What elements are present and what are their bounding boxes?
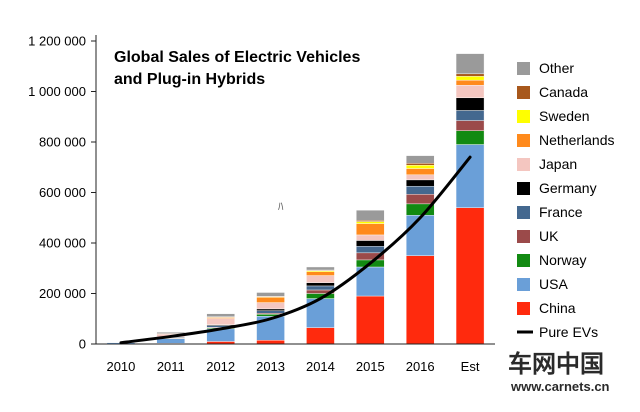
x-tick-label: 2016 <box>406 359 435 374</box>
bar-segment-canada-2016 <box>405 163 435 166</box>
bar-segment-japan-2015 <box>356 234 385 241</box>
legend-label-netherlands: Netherlands <box>539 132 615 148</box>
axes-layer: 0 200 000 400 000 600 000 800 000 1 000 000 1 … <box>28 34 495 374</box>
line-pure-evs <box>119 155 472 345</box>
bar-segment-netherlands-2016 <box>405 168 435 176</box>
legend-label-usa: USA <box>539 276 568 292</box>
watermark: 车网中国 www.carnets.cn <box>500 346 638 398</box>
legend-label-germany: Germany <box>539 180 597 196</box>
x-tick-label: 2014 <box>306 359 335 374</box>
bar-segment-germany-2014 <box>306 282 335 287</box>
bar-segment-netherlands-2014 <box>306 271 335 276</box>
watermark-url: www.carnets.cn <box>510 379 610 394</box>
x-tick-label: 2010 <box>106 359 135 374</box>
bars-layer <box>106 53 485 345</box>
x-tick-label: 2011 <box>157 359 185 374</box>
bar-segment-uk-2016 <box>405 194 435 205</box>
legend-label-china: China <box>539 300 576 316</box>
bar-segment-other-2015 <box>356 209 385 221</box>
legend-swatch-other <box>517 62 530 75</box>
x-tick-label: 2013 <box>256 359 285 374</box>
legend-swatch-germany <box>517 182 530 195</box>
legend-swatch-usa <box>517 278 530 291</box>
legend-label-canada: Canada <box>539 84 588 100</box>
y-tick-label: 1 000 000 <box>28 84 86 99</box>
bar-segment-china-2013 <box>256 340 285 345</box>
bar-segment-other-2011 <box>156 332 186 334</box>
y-tick-label: 600 000 <box>39 185 86 200</box>
bar-segment-sweden-est <box>455 76 485 81</box>
y-tick-label: 200 000 <box>39 286 86 301</box>
bar-segment-france-2013 <box>256 310 285 314</box>
legend-label-japan: Japan <box>539 156 577 172</box>
bar-segment-france-2016 <box>405 185 435 195</box>
legend-swatch-france <box>517 206 530 219</box>
bar-segment-canada-est <box>455 73 485 77</box>
bar-segment-china-2016 <box>405 255 435 345</box>
legend-label-other: Other <box>539 60 574 76</box>
bar-segment-germany-2013 <box>256 308 285 311</box>
bar-segment-other-2012 <box>206 313 235 317</box>
legend-label-norway: Norway <box>539 252 586 268</box>
stray-annotation: ﾊ <box>278 201 284 213</box>
y-tick-label: 400 000 <box>39 236 86 251</box>
legend-label-sweden: Sweden <box>539 108 590 124</box>
bar-segment-other-2016 <box>405 155 435 164</box>
bar-segment-china-2014 <box>306 327 335 345</box>
line-layer <box>119 155 472 345</box>
bar-segment-usa-est <box>455 144 485 208</box>
legend: Other Canada Sweden Netherlands Japan Germany… <box>517 60 615 340</box>
bar-segment-japan-2012 <box>206 318 235 326</box>
legend-label-france: France <box>539 204 583 220</box>
bar-segment-germany-est <box>455 97 485 111</box>
bar-segment-japan-2014 <box>306 275 335 283</box>
x-tick-label: 2012 <box>206 359 235 374</box>
bar-segment-usa-2016 <box>405 215 435 256</box>
bar-segment-netherlands-2013 <box>256 296 285 303</box>
bar-segment-netherlands-2015 <box>356 223 385 236</box>
chart-title-line: Global Sales of Electric Vehicles <box>114 49 360 66</box>
bar-segment-norway-est <box>455 130 485 145</box>
x-tick-label: Est <box>461 359 480 374</box>
bar-segment-china-est <box>455 207 485 345</box>
bar-segment-netherlands-est <box>455 79 485 86</box>
legend-label-pure-evs: Pure EVs <box>539 324 598 340</box>
legend-swatch-japan <box>517 158 530 171</box>
legend-swatch-canada <box>517 86 530 99</box>
bar-segment-usa-2011 <box>156 338 186 344</box>
legend-swatch-norway <box>517 254 530 267</box>
watermark-name: 车网中国 <box>508 350 604 378</box>
bar-segment-japan-2016 <box>405 174 435 181</box>
y-tick-label: 1 200 000 <box>28 34 86 49</box>
bar-segment-france-2014 <box>306 285 335 291</box>
bar-segment-france-2015 <box>356 246 385 254</box>
bar-segment-sweden-2016 <box>405 165 435 169</box>
bar-segment-japan-2013 <box>256 302 285 310</box>
legend-swatch-uk <box>517 230 530 243</box>
bar-segment-other-2013 <box>256 292 285 297</box>
chart-title: Global Sales of Electric Vehicles and Plu… <box>114 49 360 88</box>
bar-segment-china-2015 <box>356 295 385 345</box>
bar-segment-other-est <box>455 53 485 75</box>
bar-segment-other-2014 <box>306 266 335 271</box>
x-tick-label: 2015 <box>356 359 385 374</box>
bar-segment-germany-2015 <box>356 240 385 247</box>
legend-swatch-sweden <box>517 110 530 123</box>
legend-swatch-netherlands <box>517 134 530 147</box>
bar-segment-france-est <box>455 110 485 121</box>
bar-segment-sweden-2015 <box>356 221 385 224</box>
y-tick-label: 0 <box>79 337 86 352</box>
y-tick-label: 800 000 <box>39 135 86 150</box>
bar-segment-germany-2016 <box>405 179 435 187</box>
legend-swatch-china <box>517 302 530 315</box>
bar-segment-japan-est <box>455 84 485 99</box>
chart-title-line: and Plug-in Hybrids <box>114 71 265 88</box>
legend-label-uk: UK <box>539 228 559 244</box>
bar-segment-uk-est <box>455 120 485 131</box>
